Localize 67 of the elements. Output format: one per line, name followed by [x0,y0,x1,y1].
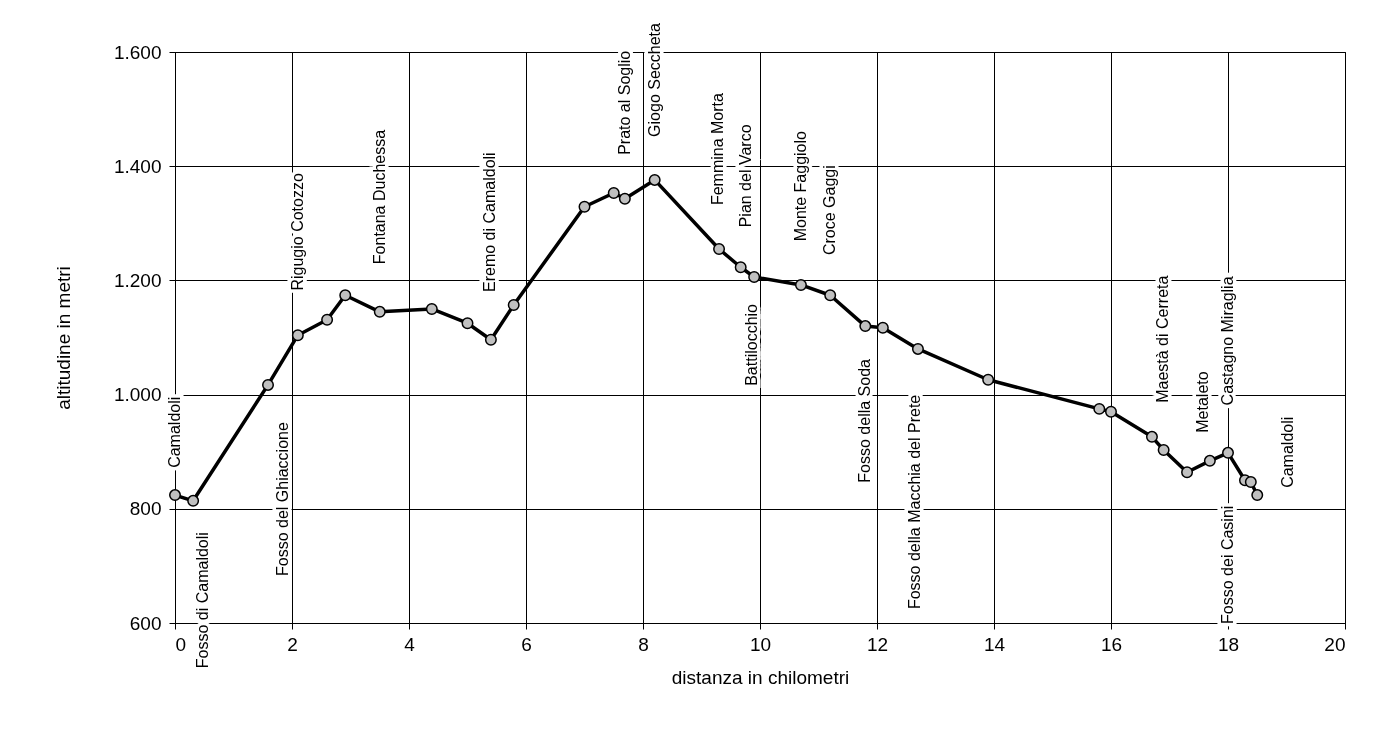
point [713,243,726,255]
annotation: Fosso del Ghiaccione [274,422,292,577]
point [461,317,474,330]
x-tick-label: 6 [521,633,532,655]
x-tick-label: 4 [404,633,416,655]
annotation: Croce Gaggi [821,165,839,256]
annotation: Fontana Duchessa [370,129,388,265]
y-tick-label: 1.600 [113,41,162,63]
x-tick-label: 10 [749,633,772,655]
point [262,378,275,391]
point [1145,430,1158,443]
annotation: Femmina Morta [708,92,726,206]
annotation: Battilocchio [742,303,760,386]
point [169,489,181,502]
annotation: Maestà di Cerreta [1154,275,1172,403]
x-axis-title: distanza in chilometri [671,666,850,688]
x-tick-label: 14 [983,633,1006,655]
point [618,192,631,205]
point [607,187,620,200]
point [1093,402,1106,415]
annotation: Fosso della Soda [856,358,874,483]
point [1244,475,1257,488]
point [291,329,304,342]
point [321,313,334,326]
x-tick-label: 8 [638,633,649,655]
y-axis-title: altitudine in metri [52,266,74,410]
point [1251,489,1264,502]
annotation: Fosso della Macchia del Prete [906,394,924,610]
annotation: Camaldoli [1279,416,1297,488]
point [578,200,591,213]
point [425,302,438,315]
point [859,320,872,333]
annotation: Camaldoli [166,396,183,468]
annotation: Rigugio Cotozzo [288,173,306,291]
point [1181,466,1194,479]
point [1203,454,1216,467]
point [1157,444,1170,456]
y-tick-label: 600 [129,612,162,634]
annotation: Monte Faggiolo [791,130,809,242]
x-tick-label: 16 [1100,633,1123,655]
point [373,305,386,318]
y-tick-label: 1.200 [113,269,162,291]
point [339,289,352,302]
point [484,333,497,346]
point [734,261,747,274]
point [507,298,520,311]
point [911,342,924,355]
point [187,494,200,507]
x-tick-label: 20 [1324,633,1346,655]
point [824,289,837,302]
point [748,270,761,283]
annotation: Eremo di Camaldoli [480,152,498,292]
y-tick-label: 800 [129,498,162,520]
annotation: Pian del Varco [736,124,754,228]
x-tick-label: 12 [866,633,889,655]
annotation: Prato al Soglio [615,50,633,155]
point [982,373,995,386]
point [1222,446,1234,459]
x-tick-label: 18 [1217,633,1240,655]
x-tick-label: 2 [287,633,298,655]
point [1105,405,1117,418]
y-tick-label: 1.000 [113,384,162,406]
x-tick-label: 0 [175,633,187,655]
point [648,173,661,186]
annotation: Fosso di Camaldoli [194,532,212,669]
y-tick-label: 1.400 [113,155,162,177]
point [794,278,807,291]
